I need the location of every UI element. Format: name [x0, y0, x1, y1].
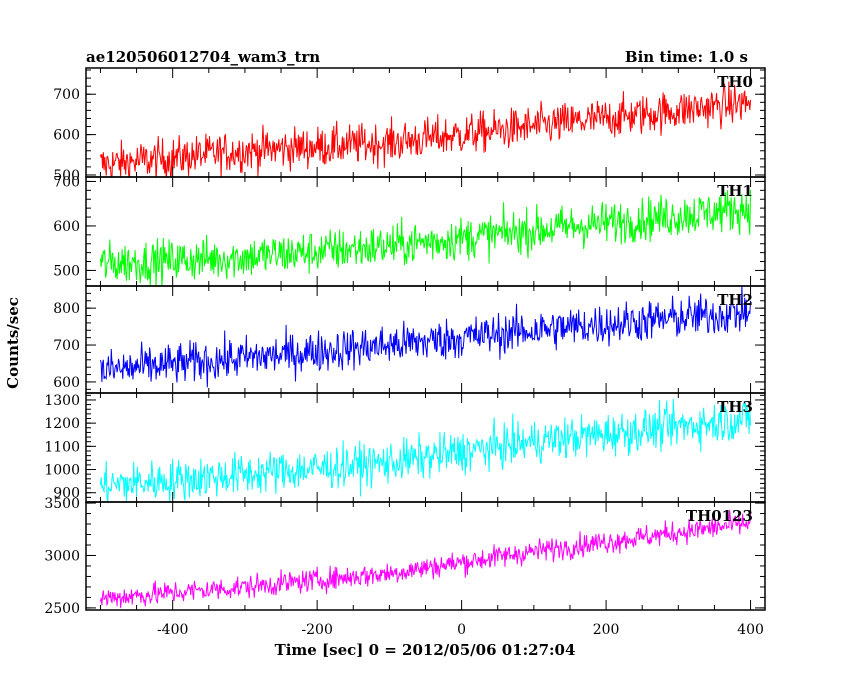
panel-th3: 900 1000 1100 1200 1300 TH3: [44, 392, 766, 503]
panel-label-th3: TH3: [717, 398, 753, 416]
y-tick-label: 700: [53, 338, 80, 354]
y-tick-label: 800: [53, 301, 80, 317]
x-tick-label: 200: [593, 622, 620, 638]
y-tick-label: 1300: [44, 393, 80, 409]
chart-title-right: Bin time: 1.0 s: [625, 48, 748, 66]
y-tick-label: 900: [53, 486, 80, 502]
y-tick-label: 600: [53, 375, 80, 391]
series-line-th0: [99, 81, 752, 177]
panels: 500 600 700 TH0 500 600 700 TH1 600 700 800 TH2 900 1…: [44, 67, 766, 617]
panel-label-th2: TH2: [717, 291, 753, 309]
panel-th2: 600 700 800 TH2: [53, 285, 766, 394]
y-tick-label: 700: [53, 174, 80, 190]
panel-label-th0123: TH0123: [686, 507, 753, 525]
x-axis-label: Time [sec] 0 = 2012/05/06 01:27:04: [275, 641, 576, 659]
x-tick-label: 0: [457, 622, 466, 638]
x-tick-label: -400: [157, 622, 188, 638]
panel-th0: 500 600 700 TH0: [53, 67, 766, 184]
x-axis: -400 -200 0 200 400: [157, 622, 764, 638]
chart-title-left: ae120506012704_wam3_trn: [86, 48, 320, 66]
panel-th0123: 2500 3000 3500 TH0123: [44, 496, 766, 617]
panel-frame: [85, 392, 766, 503]
panel-frame: [85, 501, 766, 611]
y-axis-label: Counts/sec: [4, 297, 22, 389]
series-line-th0123: [99, 509, 752, 609]
y-tick-label: 600: [53, 128, 80, 144]
panel-label-th0: TH0: [717, 73, 753, 91]
panel-label-th1: TH1: [717, 182, 753, 200]
y-tick-label: 3000: [44, 548, 80, 564]
y-tick-label: 700: [53, 87, 80, 103]
y-tick-label: 1100: [44, 439, 80, 455]
y-tick-label: 500: [53, 263, 80, 279]
y-tick-label: 1000: [44, 463, 80, 479]
y-tick-label: 2500: [44, 601, 80, 617]
y-tick-label: 1200: [44, 416, 80, 432]
x-tick-label: 400: [737, 622, 764, 638]
y-tick-label: 600: [53, 219, 80, 235]
y-tick-label: 500: [53, 168, 80, 184]
x-tick-label: -200: [301, 622, 332, 638]
panel-th1: 500 600 700 TH1: [53, 174, 766, 287]
series-line-th1: [99, 189, 752, 286]
series-line-th3: [99, 398, 752, 502]
series-line-th2: [99, 286, 752, 388]
y-tick-label: 3500: [44, 496, 80, 512]
